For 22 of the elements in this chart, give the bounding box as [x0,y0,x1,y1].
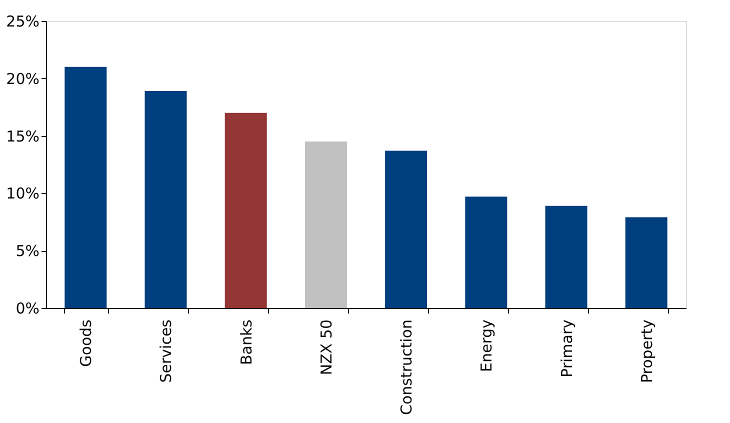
x-tick-label: NZX 50 [317,320,336,376]
bar [224,112,267,308]
y-tick-label: 20% [6,70,40,88]
bar [545,206,588,308]
y-tick-label: 10% [6,184,40,203]
x-tick-label: Property [638,319,656,383]
y-tick-label: 5% [16,242,40,260]
bar [64,66,107,308]
bar [385,150,428,308]
bar [304,142,347,308]
y-tick-label: 15% [6,127,40,146]
y-tick-label: 0% [16,300,40,318]
x-tick-label: Construction [398,320,416,416]
bar [144,91,187,308]
x-tick-label: Primary [558,319,576,378]
y-tick-label: 25% [6,12,40,30]
x-tick-label: Energy [478,319,496,372]
bar [625,217,668,308]
bar [465,196,508,308]
x-tick-label: Services [157,319,176,383]
x-tick-label: Goods [77,319,96,367]
x-tick-label: Banks [237,319,256,365]
